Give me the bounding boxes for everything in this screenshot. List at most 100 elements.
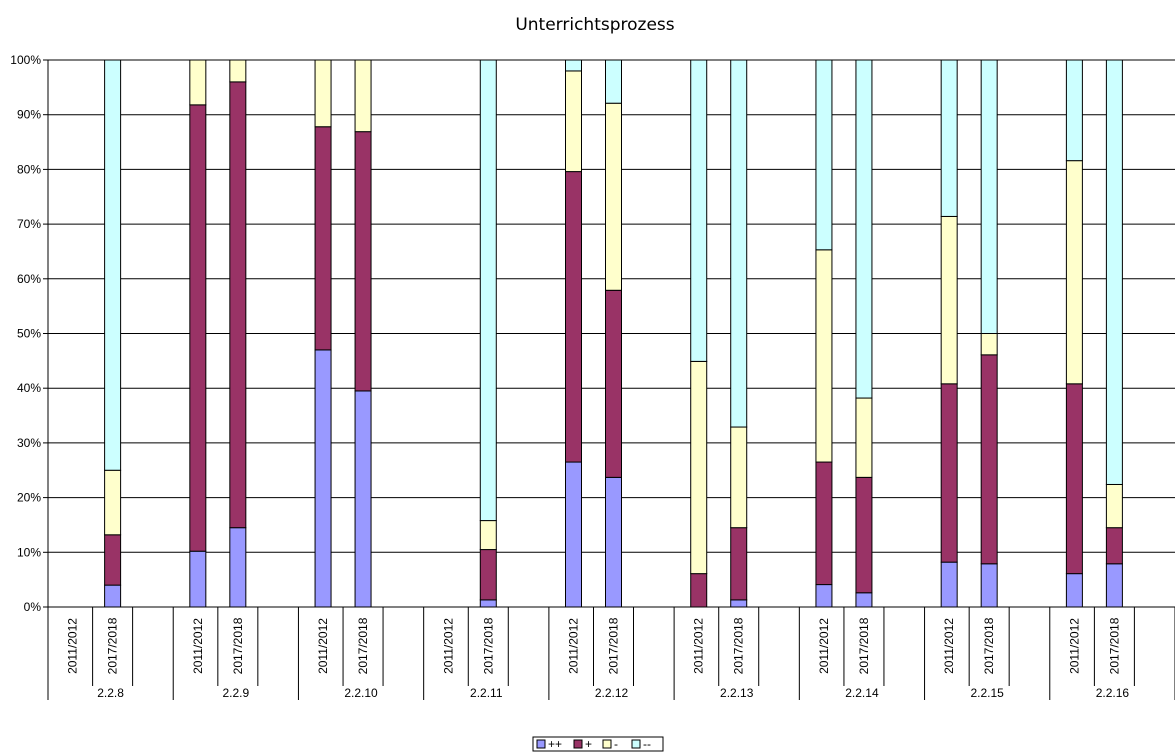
bar-segment-minus xyxy=(229,59,247,83)
bar-segment-plusplus xyxy=(1105,563,1123,608)
legend: ++ + - -- xyxy=(532,736,664,752)
legend-box xyxy=(532,736,664,752)
y-axis-ticks: 0% 10% 20% 30% 40% 50% 60% 70% 80% 90% 100% xyxy=(10,53,48,614)
x-subcategory-label: 2011/2012 xyxy=(567,618,581,674)
bar-segment-plusplus xyxy=(940,561,958,608)
bar-segment-plus xyxy=(189,104,207,552)
bar-segment-minusminus xyxy=(980,59,998,334)
y-tick-label: 0% xyxy=(24,600,42,614)
bar-segment-plus xyxy=(104,534,122,586)
x-category-label: 2.2.13 xyxy=(720,686,754,700)
legend-label: + xyxy=(585,737,592,751)
bar-segment-plusplus xyxy=(229,527,247,608)
bar-segment-plus xyxy=(565,171,582,463)
y-tick-label: 100% xyxy=(10,53,41,67)
bar-segment-plusplus xyxy=(980,563,998,608)
legend-swatch xyxy=(631,739,641,749)
bar-segment-minus xyxy=(855,397,873,478)
bar-segment-plus xyxy=(354,131,372,392)
bar-segment-plusplus xyxy=(815,584,833,608)
y-tick-label: 20% xyxy=(17,491,41,505)
bar-segment-minusminus xyxy=(565,59,582,72)
bar-segment-plusplus xyxy=(730,599,748,608)
bar-segment-plus xyxy=(855,476,873,594)
axes xyxy=(47,60,1175,700)
legend-label: ++ xyxy=(548,737,562,751)
bar-segment-minus xyxy=(354,59,372,133)
legend-swatch xyxy=(536,739,546,749)
bar-segment-minus xyxy=(565,70,582,173)
bar-segment-minus xyxy=(479,520,497,551)
y-tick-label: 30% xyxy=(17,436,41,450)
legend-label: -- xyxy=(643,737,651,751)
x-subcategory-label: 2011/2012 xyxy=(441,618,455,674)
bar-segment-minusminus xyxy=(1105,59,1123,485)
bar-segment-plus xyxy=(229,81,247,529)
x-category-label: 2.2.11 xyxy=(470,686,503,700)
bar-segment-minus xyxy=(189,59,207,106)
x-subcategory-label: 2017/2018 xyxy=(607,617,621,674)
x-subcategory-label: 2011/2012 xyxy=(942,618,956,674)
legend-swatch xyxy=(573,739,583,749)
x-category-label: 2.2.12 xyxy=(595,686,629,700)
x-subcategory-label: 2017/2018 xyxy=(106,617,120,674)
bar-segment-minusminus xyxy=(815,59,833,251)
x-axis-categories: 2011/2012 2017/2018 2.2.8 2011/2012 2017/201… xyxy=(66,607,1175,700)
bar-segment-plusplus xyxy=(855,592,873,608)
bar-segment-plus xyxy=(690,573,708,608)
x-category-label: 2.2.9 xyxy=(222,686,249,700)
y-tick-label: 40% xyxy=(17,381,41,395)
bar-segment-plus xyxy=(605,289,622,478)
x-category-label: 2.2.10 xyxy=(344,686,378,700)
bar-segment-minusminus xyxy=(104,59,122,471)
bar-segment-minus xyxy=(605,102,622,291)
x-category-label: 2.2.8 xyxy=(97,686,124,700)
chart-title: Unterrichtsprozess xyxy=(515,15,674,35)
bar-segment-plus xyxy=(980,354,998,565)
y-tick-label: 90% xyxy=(17,108,41,122)
x-subcategory-label: 2017/2018 xyxy=(231,617,245,674)
bar-segment-minus xyxy=(690,360,708,575)
legend-label: - xyxy=(614,737,618,751)
bar-segment-plus xyxy=(815,461,833,586)
bar-segment-plusplus xyxy=(605,476,622,608)
bar-segment-minusminus xyxy=(855,59,873,399)
bar-segment-plusplus xyxy=(189,550,207,608)
x-subcategory-label: 2017/2018 xyxy=(982,617,996,674)
bar-segment-minusminus xyxy=(940,59,958,217)
x-category-label: 2.2.14 xyxy=(845,686,879,700)
x-subcategory-label: 2017/2018 xyxy=(857,617,871,674)
bar-segment-plus xyxy=(730,527,748,601)
x-subcategory-label: 2017/2018 xyxy=(481,617,495,674)
y-tick-label: 10% xyxy=(17,545,41,559)
bar-segment-plusplus xyxy=(1065,573,1083,608)
y-tick-label: 80% xyxy=(17,162,41,176)
x-subcategory-label: 2011/2012 xyxy=(316,618,330,674)
bar-segment-minusminus xyxy=(1065,59,1083,162)
bar-segment-minusminus xyxy=(479,59,497,522)
bar-segment-minus xyxy=(815,249,833,463)
x-subcategory-label: 2017/2018 xyxy=(356,617,370,674)
bar-segment-minus xyxy=(104,469,122,536)
bar-segment-plus xyxy=(479,549,497,601)
y-tick-label: 70% xyxy=(17,217,41,231)
bar-segment-plusplus xyxy=(104,584,122,608)
bar-segment-plus xyxy=(1105,527,1123,565)
bar-segment-minus xyxy=(940,215,958,385)
x-category-label: 2.2.15 xyxy=(970,686,1004,700)
bar-segment-minusminus xyxy=(690,59,708,362)
bar-segment-plusplus xyxy=(314,349,332,608)
y-tick-label: 50% xyxy=(17,327,41,341)
x-subcategory-label: 2011/2012 xyxy=(692,618,706,674)
bar-segment-minusminus xyxy=(730,59,748,428)
bar-segment-plus xyxy=(940,383,958,563)
x-subcategory-label: 2011/2012 xyxy=(1067,618,1081,674)
bar-segment-plus xyxy=(314,126,332,351)
x-category-label: 2.2.16 xyxy=(1096,686,1130,700)
bar-segment-minus xyxy=(980,333,998,356)
bar-segment-minusminus xyxy=(605,59,622,104)
x-subcategory-label: 2017/2018 xyxy=(1107,617,1121,674)
bar-segment-plusplus xyxy=(565,461,582,608)
bar-segment-minus xyxy=(314,59,332,128)
